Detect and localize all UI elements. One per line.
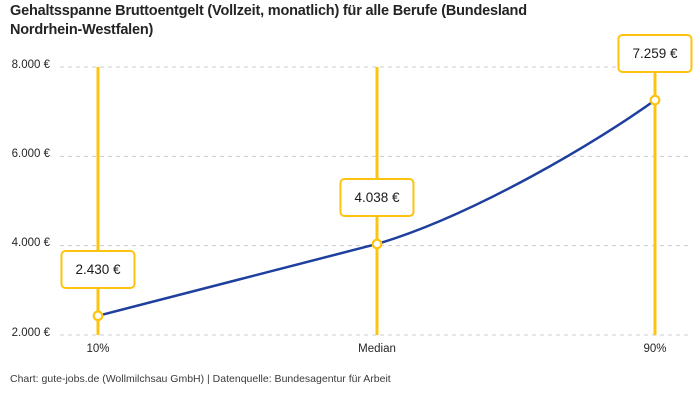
data-point-marker[interactable] [371,238,383,250]
x-tick-label: Median [358,343,396,355]
value-label-box: 4.038 € [339,177,415,217]
data-point-marker[interactable] [649,94,661,106]
chart-title: Gehaltsspanne Bruttoentgelt (Vollzeit, m… [10,2,527,41]
value-label-box: 7.259 € [617,34,693,74]
x-tick-label: 10% [86,343,110,355]
attribution-text: Chart: gute-jobs.de (Wollmilchsau GmbH) … [10,373,391,385]
y-tick-label: 4.000 € [11,237,50,250]
y-tick-label: 2.000 € [11,326,50,339]
chart-title-line1: Gehaltsspanne Bruttoentgelt (Vollzeit, m… [10,3,527,19]
y-tick-label: 6.000 € [11,147,50,160]
data-point-marker[interactable] [92,310,104,322]
x-tick-label: 90% [643,343,667,355]
y-tick-label: 8.000 € [11,58,50,71]
value-label-box: 2.430 € [60,249,136,289]
chart-title-line2: Nordrhein-Westfalen) [10,22,154,39]
